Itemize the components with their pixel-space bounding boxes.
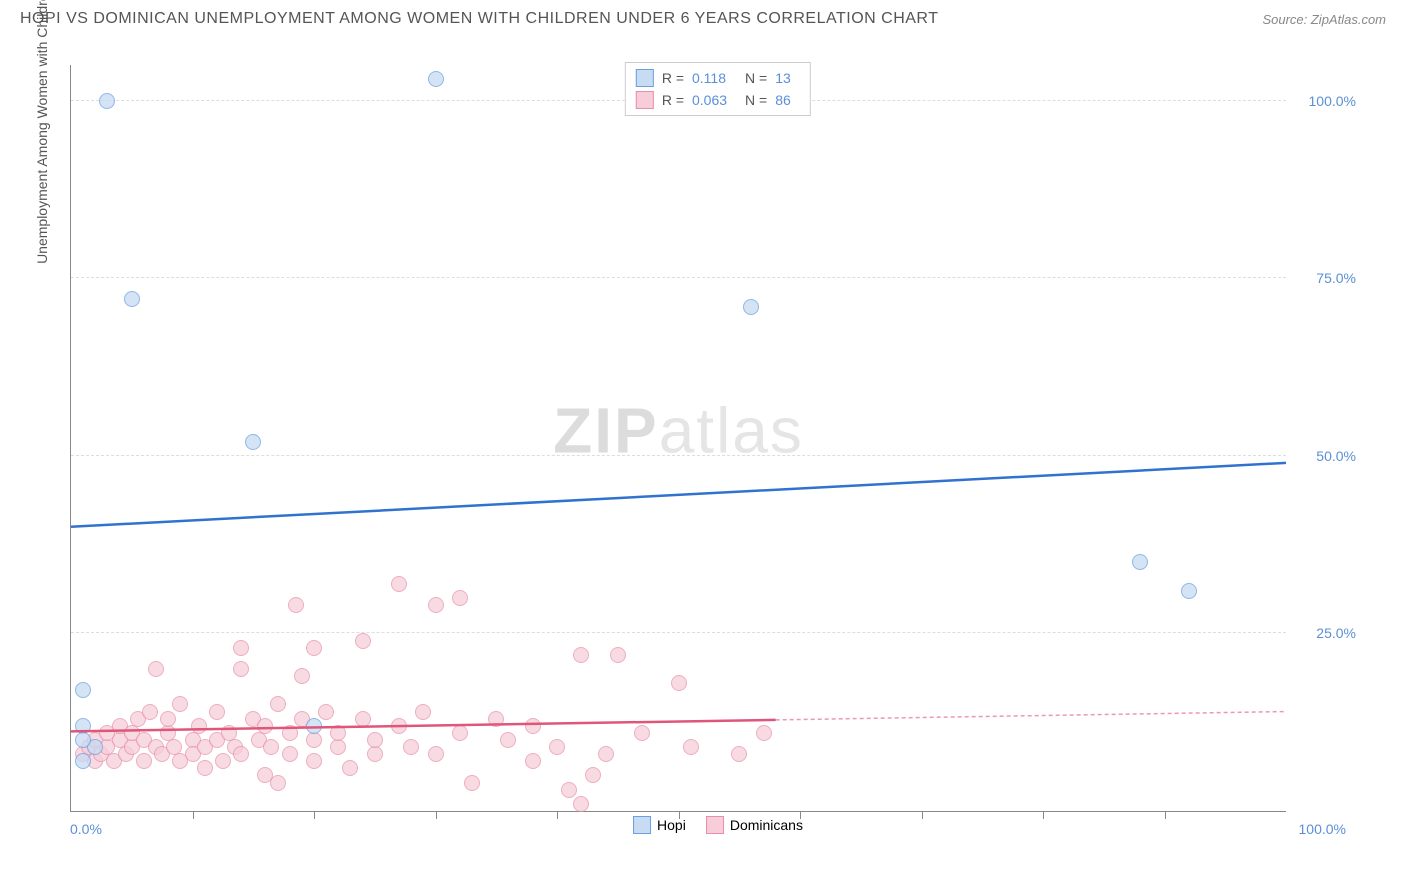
x-tick [922, 811, 923, 819]
source-attribution: Source: ZipAtlas.com [1262, 12, 1386, 27]
y-tick-label: 50.0% [1316, 448, 1356, 464]
series-legend: Hopi Dominicans [633, 816, 803, 834]
x-tick [314, 811, 315, 819]
x-tick [1165, 811, 1166, 819]
plot-area: ZIPatlas 25.0%50.0%75.0%100.0% [70, 65, 1286, 812]
legend-row-hopi: R = 0.118 N = 13 [636, 67, 800, 89]
x-axis-min-label: 0.0% [70, 821, 102, 837]
hopi-n-value: 13 [775, 70, 800, 86]
y-axis-label: Unemployment Among Women with Children U… [34, 0, 50, 264]
dominicans-swatch-bottom [706, 816, 724, 834]
chart-container: Unemployment Among Women with Children U… [50, 40, 1386, 842]
hopi-r-value: 0.118 [692, 70, 737, 86]
hopi-swatch [636, 69, 654, 87]
y-tick-label: 25.0% [1316, 625, 1356, 641]
dominicans-swatch [636, 91, 654, 109]
dominicans-n-value: 86 [775, 92, 800, 108]
dominicans-r-value: 0.063 [692, 92, 737, 108]
legend-item-dominicans: Dominicans [706, 816, 803, 834]
x-axis-max-label: 100.0% [1299, 821, 1346, 837]
x-tick [193, 811, 194, 819]
correlation-legend: R = 0.118 N = 13 R = 0.063 N = 86 [625, 62, 811, 116]
x-tick [1043, 811, 1044, 819]
x-tick [557, 811, 558, 819]
y-tick-label: 75.0% [1316, 270, 1356, 286]
hopi-swatch-bottom [633, 816, 651, 834]
legend-item-hopi: Hopi [633, 816, 686, 834]
x-tick [436, 811, 437, 819]
legend-row-dominicans: R = 0.063 N = 86 [636, 89, 800, 111]
trend-lines [71, 65, 1286, 811]
y-tick-label: 100.0% [1309, 93, 1356, 109]
chart-title: HOPI VS DOMINICAN UNEMPLOYMENT AMONG WOM… [20, 10, 938, 28]
